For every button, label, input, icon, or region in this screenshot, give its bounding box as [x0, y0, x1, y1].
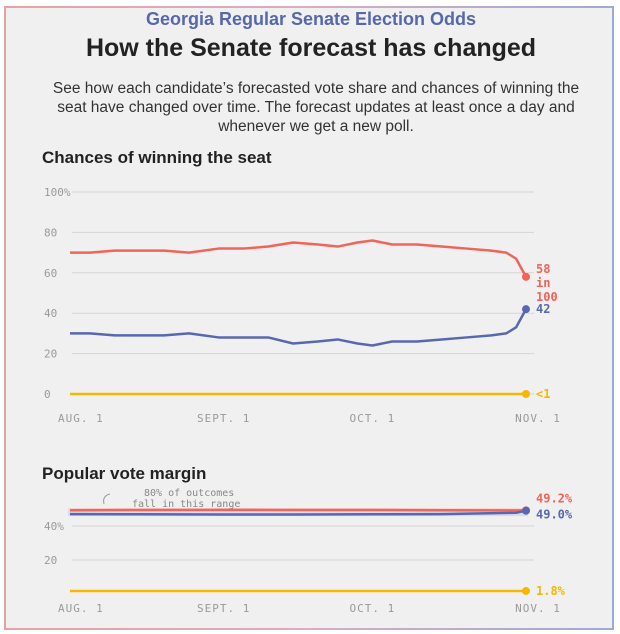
yellow-margin-endpoint	[522, 586, 530, 595]
red-chance-label: in	[536, 276, 550, 290]
y-tick-label: 20	[44, 348, 57, 361]
chances-chart-title: Chances of winning the seat	[42, 148, 272, 167]
x-tick-label: NOV. 1	[515, 602, 561, 615]
page-title: How the Senate forecast has changed	[85, 34, 537, 62]
blue-margin-line	[69, 509, 527, 516]
range-annotation: 80% of outcomes	[144, 488, 234, 499]
x-tick-label: AUG. 1	[58, 412, 104, 425]
page-description: See how each candidate’s forecasted vote…	[52, 80, 580, 135]
red-chance-endpoint	[522, 272, 530, 281]
blue-chance-line	[70, 308, 528, 347]
red-chance-line	[70, 239, 528, 278]
chances-chart: 100% 80 60 40 20 0 AUG. 1 SEPT. 1 OCT. 1 NOV. 1 58…	[44, 186, 573, 615]
margin-chart-title: Popular vote margin	[42, 464, 207, 483]
y-tick-label: 80	[44, 226, 57, 239]
y-tick-label: 20	[44, 554, 57, 567]
red-chance-label: 100	[536, 290, 558, 304]
blue-margin-endpoint	[522, 506, 530, 515]
x-tick-label: OCT. 1	[349, 602, 395, 615]
x-tick-label: OCT. 1	[349, 412, 395, 425]
page-overline: Georgia Regular Senate Election Odds	[145, 9, 477, 29]
annotation-arrow	[103, 493, 111, 505]
x-tick-label: SEPT. 1	[197, 602, 250, 615]
yellow-margin-label: 1.8%	[536, 584, 566, 598]
y-tick-label: 0	[44, 388, 51, 401]
yellow-chance-label: <1	[536, 387, 550, 401]
x-tick-label: AUG. 1	[58, 602, 104, 615]
x-tick-label: NOV. 1	[515, 412, 561, 425]
blue-margin-label: 49.0%	[536, 508, 573, 522]
y-tick-label: 40	[44, 307, 57, 320]
red-margin-line	[69, 508, 526, 512]
y-tick-label: 40%	[44, 520, 64, 533]
x-tick-label: SEPT. 1	[197, 412, 250, 425]
range-annotation: fall in this range	[132, 499, 240, 510]
yellow-chance-endpoint	[522, 390, 530, 398]
blue-chance-label: 42	[536, 302, 550, 316]
chart-frame: Georgia Regular Senate Election Odds How…	[4, 6, 614, 630]
red-chance-label: 58	[536, 262, 550, 276]
red-margin-label: 49.2%	[536, 491, 573, 505]
blue-chance-endpoint	[522, 305, 530, 314]
y-tick-label: 100%	[44, 186, 71, 199]
y-tick-label: 60	[44, 267, 57, 280]
